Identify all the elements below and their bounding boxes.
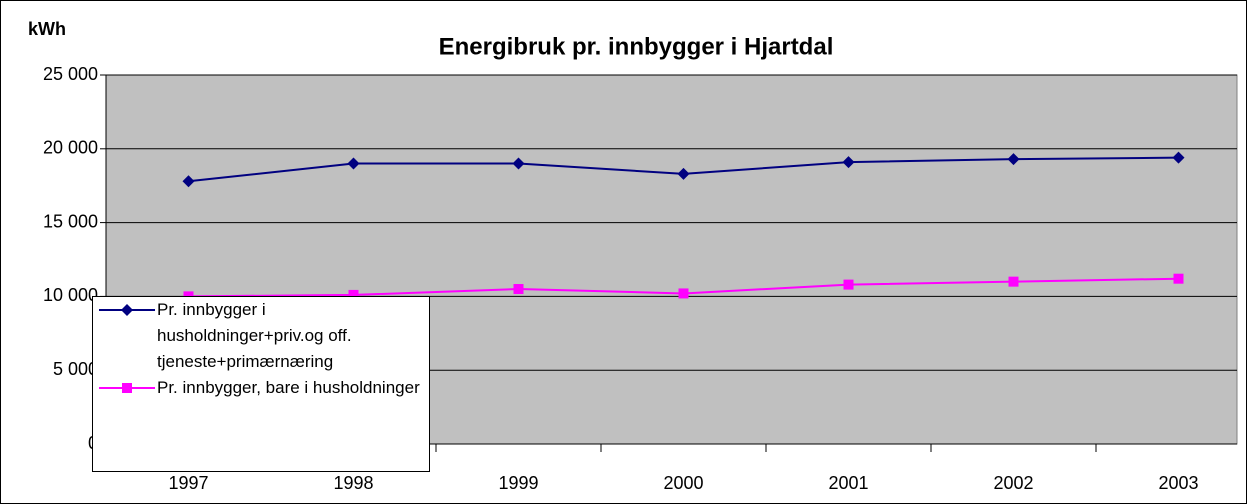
marker: [512, 157, 525, 170]
marker: [513, 284, 524, 295]
y-tick-label: 20 000: [43, 138, 98, 158]
legend: Pr. innbygger i husholdninger+priv.og of…: [92, 296, 430, 472]
legend-swatch: [99, 383, 155, 393]
legend-swatch: [99, 304, 155, 316]
x-tick-label: 2003: [1158, 473, 1198, 493]
y-tick-label: 10 000: [43, 285, 98, 305]
legend-label: Pr. innbygger, bare i husholdninger: [157, 378, 420, 397]
x-tick-label: 2000: [663, 473, 703, 493]
marker: [122, 383, 132, 393]
marker: [347, 157, 360, 170]
x-tick-label: 1997: [168, 473, 208, 493]
chart-title: Energibruk pr. innbygger i Hjartdal: [439, 33, 834, 60]
x-tick-label: 1999: [498, 473, 538, 493]
y-tick-label: 5 000: [53, 359, 98, 379]
x-tick-label: 1998: [333, 473, 373, 493]
marker: [677, 167, 690, 180]
marker: [842, 156, 855, 169]
marker: [1008, 276, 1019, 287]
marker: [1007, 153, 1020, 166]
y-tick-label: 15 000: [43, 211, 98, 231]
legend-item: Pr. innbygger, bare i husholdninger: [93, 375, 429, 401]
marker: [843, 279, 854, 290]
marker: [1173, 273, 1184, 284]
x-tick-label: 2002: [993, 473, 1033, 493]
marker: [182, 175, 195, 188]
marker: [1172, 151, 1185, 164]
legend-item: Pr. innbygger i husholdninger+priv.og of…: [93, 297, 429, 375]
marker: [348, 289, 359, 300]
marker: [121, 304, 133, 316]
y-axis-label: kWh: [28, 19, 66, 39]
legend-label: Pr. innbygger i husholdninger+priv.og of…: [157, 300, 352, 371]
x-tick-label: 2001: [828, 473, 868, 493]
y-tick-label: 25 000: [43, 64, 98, 84]
marker: [678, 288, 689, 299]
